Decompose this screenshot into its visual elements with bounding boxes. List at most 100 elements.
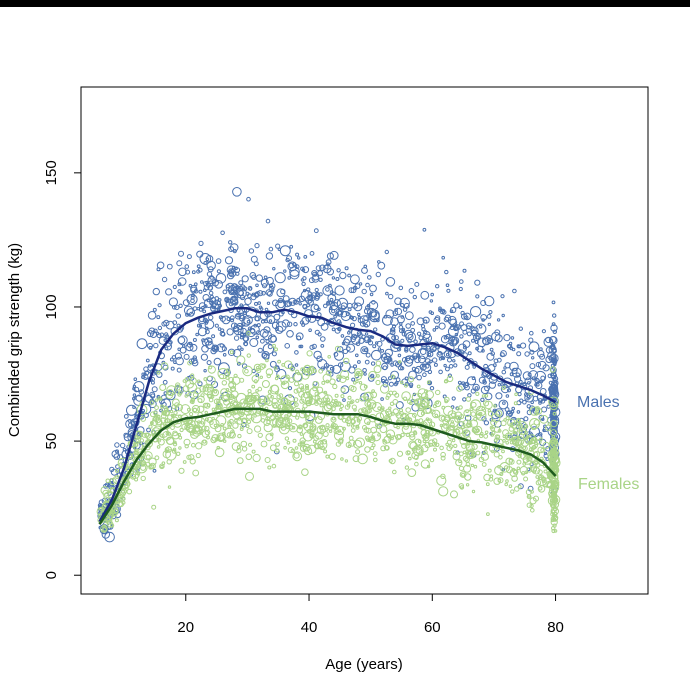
data-point — [240, 347, 244, 351]
data-point — [197, 327, 207, 337]
data-point — [447, 410, 457, 420]
data-point — [481, 372, 487, 378]
data-point — [451, 396, 456, 401]
data-point — [329, 378, 336, 385]
data-point — [380, 445, 387, 452]
data-point — [478, 376, 486, 384]
data-point — [219, 343, 224, 348]
data-point — [462, 329, 468, 335]
data-point — [413, 355, 418, 360]
data-point — [528, 370, 539, 380]
data-point — [473, 417, 478, 422]
data-point — [228, 240, 233, 245]
data-point — [174, 304, 180, 311]
data-point — [440, 473, 446, 479]
data-point — [498, 455, 503, 460]
data-point — [516, 459, 522, 465]
data-point — [276, 417, 287, 429]
data-point — [261, 290, 266, 296]
data-point — [552, 513, 558, 520]
data-point — [280, 288, 286, 295]
data-point — [342, 398, 346, 402]
data-point — [313, 228, 319, 234]
data-point — [499, 462, 511, 473]
data-point — [178, 467, 185, 474]
data-point — [185, 379, 195, 389]
data-point — [218, 304, 222, 308]
data-point — [233, 373, 238, 378]
data-point — [202, 294, 210, 302]
data-point — [220, 230, 225, 236]
data-point — [172, 320, 178, 326]
data-point — [328, 429, 333, 433]
data-point — [433, 362, 438, 367]
data-point — [238, 290, 245, 297]
data-point — [304, 384, 309, 389]
data-point — [183, 305, 194, 316]
data-point — [384, 348, 393, 358]
data-point — [515, 418, 521, 424]
data-point — [159, 408, 164, 413]
data-point — [171, 449, 177, 454]
data-point — [164, 332, 169, 337]
data-point — [265, 416, 271, 422]
data-point — [498, 399, 509, 410]
data-point — [225, 299, 230, 303]
data-point — [150, 421, 154, 425]
data-point — [244, 395, 255, 406]
data-point — [387, 357, 393, 362]
data-point — [234, 266, 238, 271]
data-point — [264, 310, 272, 318]
data-point — [540, 447, 546, 453]
data-point — [102, 527, 107, 533]
data-point — [199, 385, 207, 393]
data-point — [323, 449, 328, 454]
data-point — [271, 351, 277, 357]
data-point — [156, 414, 161, 419]
data-point — [314, 401, 319, 406]
data-point — [257, 301, 262, 305]
data-point — [552, 411, 557, 416]
data-point — [282, 295, 290, 303]
data-point — [280, 397, 289, 406]
data-point — [302, 266, 310, 274]
data-point — [490, 419, 497, 427]
data-point — [465, 322, 473, 330]
data-point — [230, 430, 234, 434]
data-point — [254, 301, 258, 306]
data-point — [314, 293, 321, 300]
data-point — [379, 425, 388, 434]
data-point — [315, 265, 322, 272]
data-point — [195, 332, 199, 337]
data-point — [483, 400, 489, 407]
data-point — [237, 433, 242, 439]
data-point — [334, 393, 339, 398]
data-point — [428, 310, 433, 314]
data-point — [325, 287, 330, 292]
data-point — [443, 350, 452, 359]
data-point — [152, 468, 157, 473]
data-point — [364, 435, 370, 441]
data-point — [490, 351, 496, 356]
data-point — [364, 410, 369, 415]
data-point — [550, 372, 558, 379]
data-point — [511, 367, 522, 378]
data-point — [174, 384, 181, 391]
data-point — [326, 400, 331, 405]
data-point — [329, 297, 334, 302]
data-point — [214, 447, 225, 458]
data-point — [543, 451, 548, 456]
data-point — [225, 412, 229, 416]
data-point — [474, 428, 480, 434]
data-point — [470, 411, 476, 417]
data-point — [479, 433, 484, 439]
data-point — [179, 427, 184, 433]
data-point — [474, 386, 479, 390]
data-point — [317, 270, 324, 277]
data-point — [375, 379, 381, 386]
data-point — [166, 459, 172, 465]
data-point — [485, 482, 490, 487]
data-point — [408, 370, 417, 380]
data-point — [172, 447, 177, 451]
